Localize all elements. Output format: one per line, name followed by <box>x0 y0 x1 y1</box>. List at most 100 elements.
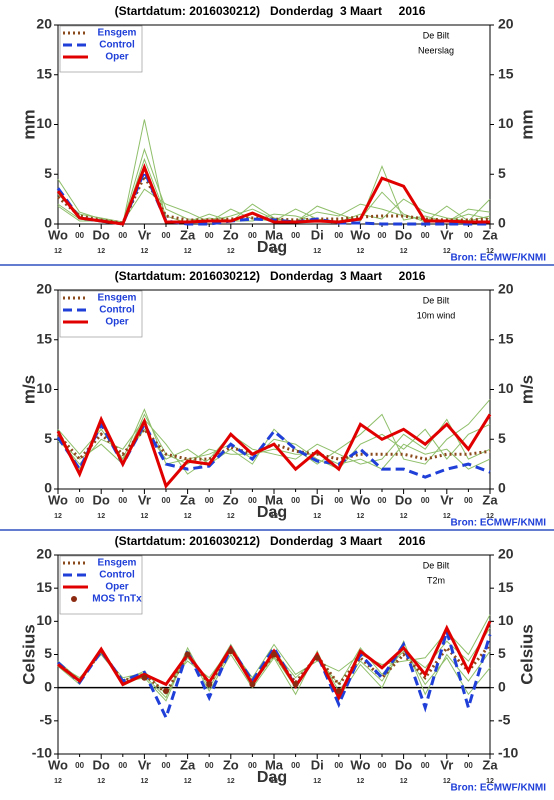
legend-marker <box>71 596 77 602</box>
y-axis-label: m/s <box>19 375 38 404</box>
x-hour-label: 12 <box>141 778 149 785</box>
mos-point <box>163 687 169 694</box>
x-tick-label: 00 <box>248 496 257 505</box>
x-tick-label: 00 <box>464 496 473 505</box>
x-tick-label: Za <box>482 757 498 772</box>
legend-label: Ensgem <box>98 28 137 39</box>
x-hour-label: 12 <box>184 248 192 255</box>
ensemble-member <box>57 614 491 686</box>
legend-label: Control <box>99 305 135 316</box>
y-tick-label-right: 10 <box>498 612 514 628</box>
legend-label: Control <box>99 570 135 581</box>
x-tick-label: Do <box>93 227 110 242</box>
x-axis-label: Dag <box>257 769 287 786</box>
x-hour-label: 12 <box>54 248 62 255</box>
mos-point <box>335 687 342 694</box>
x-hour-label: 12 <box>357 778 365 785</box>
x-axis-label: Dag <box>257 239 287 256</box>
y-tick-label: 10 <box>36 612 52 628</box>
y-axis-label: Celsius <box>19 624 38 684</box>
x-tick-label: Za <box>180 757 196 772</box>
y-axis-label-right: m/s <box>517 375 536 404</box>
series-line <box>57 643 492 696</box>
x-hour-label: 12 <box>270 513 278 520</box>
x-tick-label: 00 <box>464 761 473 770</box>
y-tick-label: 10 <box>36 380 52 396</box>
y-tick-label-right: 20 <box>498 16 514 32</box>
mos-point <box>249 681 256 688</box>
y-tick-label-right: 20 <box>498 546 514 562</box>
x-hour-label: 12 <box>270 778 278 785</box>
series-line <box>56 413 492 489</box>
series-line <box>56 163 490 226</box>
x-hour-label: 12 <box>443 513 451 520</box>
x-tick-label: 00 <box>75 496 84 505</box>
x-hour-label: 12 <box>141 513 149 520</box>
x-hour-label: 12 <box>400 248 408 255</box>
mos-point <box>227 648 234 655</box>
legend-label: Ensgem <box>98 293 137 304</box>
x-hour-label: 12 <box>443 248 451 255</box>
y-tick-label-right: -10 <box>498 745 518 761</box>
x-tick-label: Di <box>311 492 324 507</box>
x-tick-label: 00 <box>162 496 171 505</box>
x-hour-label: 12 <box>97 513 105 520</box>
x-hour-label: 12 <box>486 513 494 520</box>
x-axis-label: Dag <box>257 504 287 521</box>
x-hour-label: 12 <box>313 513 321 520</box>
chart-title: (Startdatum: 2016030212) Donderdag 3 Maa… <box>115 4 426 18</box>
x-hour-label: 12 <box>54 513 62 520</box>
location-label: De Bilt <box>423 295 450 305</box>
x-hour-label: 12 <box>227 248 235 255</box>
x-tick-label: Za <box>180 227 196 242</box>
x-tick-label: Zo <box>223 757 239 772</box>
chart-title: (Startdatum: 2016030212) Donderdag 3 Maa… <box>115 534 426 548</box>
x-tick-label: 00 <box>421 231 430 240</box>
x-tick-label: 00 <box>334 496 343 505</box>
source-label: Bron: ECMWF/KNMI <box>450 253 546 264</box>
series-line <box>57 620 492 702</box>
x-tick-label: 00 <box>378 496 387 505</box>
x-hour-label: 12 <box>357 513 365 520</box>
x-hour-label: 12 <box>443 778 451 785</box>
legend-label: Ensgem <box>98 558 137 569</box>
x-hour-label: 12 <box>227 513 235 520</box>
y-tick-label: 15 <box>36 579 52 595</box>
y-tick-label: 20 <box>36 16 52 32</box>
x-tick-label: Zo <box>223 227 239 242</box>
x-tick-label: 00 <box>118 231 127 240</box>
y-tick-label: 0 <box>44 215 52 231</box>
y-tick-label-right: 5 <box>498 165 506 181</box>
x-tick-label: Vr <box>138 757 151 772</box>
x-tick-label: Wo <box>350 227 370 242</box>
x-tick-label: 00 <box>162 761 171 770</box>
y-tick-label-right: 5 <box>498 430 506 446</box>
variable-label: Neerslag <box>418 45 454 55</box>
x-hour-label: 12 <box>97 778 105 785</box>
x-hour-label: 12 <box>313 248 321 255</box>
mos-point <box>292 681 299 688</box>
x-tick-label: Wo <box>48 492 68 507</box>
y-axis-label-right: mm <box>517 109 536 139</box>
x-hour-label: 12 <box>97 248 105 255</box>
mos-point <box>184 651 191 658</box>
x-tick-label: Ma <box>265 492 284 507</box>
mos-point <box>314 654 321 661</box>
x-tick-label: 00 <box>291 761 300 770</box>
x-tick-label: Do <box>93 492 110 507</box>
x-tick-label: 00 <box>205 231 214 240</box>
y-tick-label-right: 10 <box>498 115 514 131</box>
x-hour-label: 12 <box>486 248 494 255</box>
series-line <box>56 421 491 479</box>
source-label: Bron: ECMWF/KNMI <box>450 783 546 794</box>
y-axis-label-right: Celsius <box>517 624 536 684</box>
x-tick-label: 00 <box>118 496 127 505</box>
x-hour-label: 12 <box>184 778 192 785</box>
y-tick-label-right: 0 <box>498 480 506 496</box>
legend-label: Control <box>99 40 135 51</box>
y-tick-label: 5 <box>44 645 52 661</box>
x-tick-label: 00 <box>205 761 214 770</box>
y-tick-label: 15 <box>36 65 52 81</box>
